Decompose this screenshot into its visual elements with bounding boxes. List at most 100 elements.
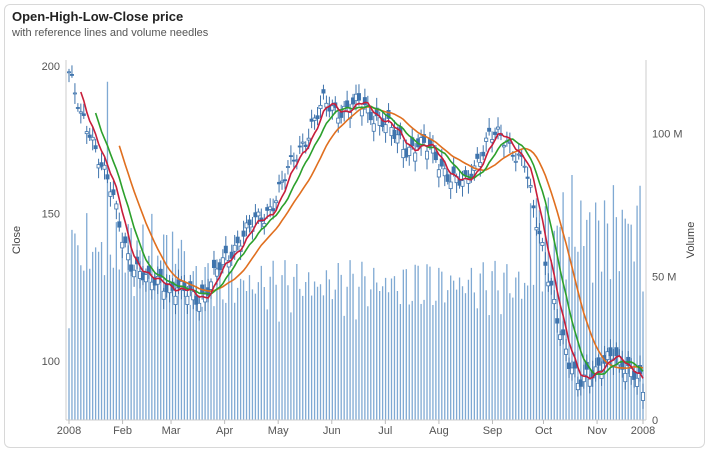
candle-body [217,262,222,271]
x-tick-label: Mar [162,425,181,437]
candle-body [330,105,335,111]
x-tick-label: Aug [429,425,449,437]
x-tick-label: Jun [323,425,341,437]
candle-body [395,134,400,144]
candle-body [315,115,320,119]
candle-body [132,269,137,278]
candle-body [117,221,122,228]
candle-body [220,257,225,266]
candle-body [197,302,202,312]
candle-body [232,244,237,252]
candle-body [274,200,279,204]
candle-body [173,295,178,305]
volume-tick-label: 50 M [652,272,676,284]
candle-body [466,177,471,184]
candle-body [312,117,317,121]
candle-body [525,176,530,179]
candle-body [513,160,518,163]
y-axis-label-close: Close [11,226,23,254]
candle-body [67,71,72,74]
candle-body [641,392,646,401]
candle-body [484,137,489,142]
candle-body [256,211,261,217]
candle-body [93,145,98,150]
candle-body [501,145,506,148]
candle-body [123,236,128,244]
candle-body [493,131,498,135]
candle-body [111,189,116,196]
ma-mid-line [94,105,644,376]
candle-body [407,146,412,156]
candle-body [105,174,110,180]
candle-body [425,150,430,160]
candle-body [149,281,154,291]
candle-body [478,162,483,167]
candle-body [549,280,554,286]
candle-body [129,264,134,272]
ma-long-line [118,105,644,370]
volume-tick-label: 100 M [652,128,683,140]
candle-body [442,168,447,177]
candle-body [78,111,83,114]
candle-body [413,152,418,162]
candle-body [460,180,465,187]
candle-body [321,89,326,94]
x-tick-label: 2008 [57,425,81,437]
candle-body [555,318,560,324]
candle-body [300,141,305,144]
candle-body [285,166,290,168]
candle-body [235,236,240,244]
candle-body [531,205,536,209]
candle-body [158,268,163,278]
x-tick-label: Sep [483,425,503,437]
candle-body [69,74,74,76]
candle-body [481,151,486,157]
candle-body [226,260,231,268]
chart-title: Open-High-Low-Close price [12,9,184,24]
candle-body [268,206,273,210]
candle-body [288,155,293,157]
candle-body [72,92,77,95]
candle-body [558,334,563,340]
candle-body [386,110,391,119]
candle-body [244,222,249,229]
y-axis-label-volume: Volume [685,222,697,259]
candle-body [114,203,119,210]
candle-body [84,131,89,135]
candle-body [383,124,388,134]
candle-body [303,144,308,147]
candle-body [528,185,533,188]
x-tick-label: Apr [216,425,233,437]
candle-body [362,97,367,105]
candle-body [155,275,160,285]
candle-body [211,259,216,269]
candle-body [439,158,444,167]
candle-body [81,113,86,116]
candle-body [359,108,364,117]
candle-body [345,100,350,107]
candle-body [475,153,480,159]
candle-body [422,134,427,143]
candle-body [614,347,619,357]
x-tick-label: Nov [587,425,607,437]
candle-body [161,290,166,300]
candle-body [191,291,196,301]
candle-body [339,111,344,118]
candle-body [102,164,107,170]
x-tick-label: Oct [535,425,552,437]
volume-tick-label: 0 [652,415,658,427]
candle-body [507,141,512,144]
candle-body [126,253,131,261]
candle-body [567,362,572,369]
candle-body [282,179,287,182]
candle-body [596,357,601,366]
candle-body [271,208,276,212]
candle-body [496,126,501,130]
candle-body [543,261,548,266]
candle-body [510,154,515,157]
candle-body [90,136,95,141]
candle-body [540,242,545,246]
candle-body [318,104,323,109]
candle-body [522,165,527,168]
candle-body [247,219,252,226]
